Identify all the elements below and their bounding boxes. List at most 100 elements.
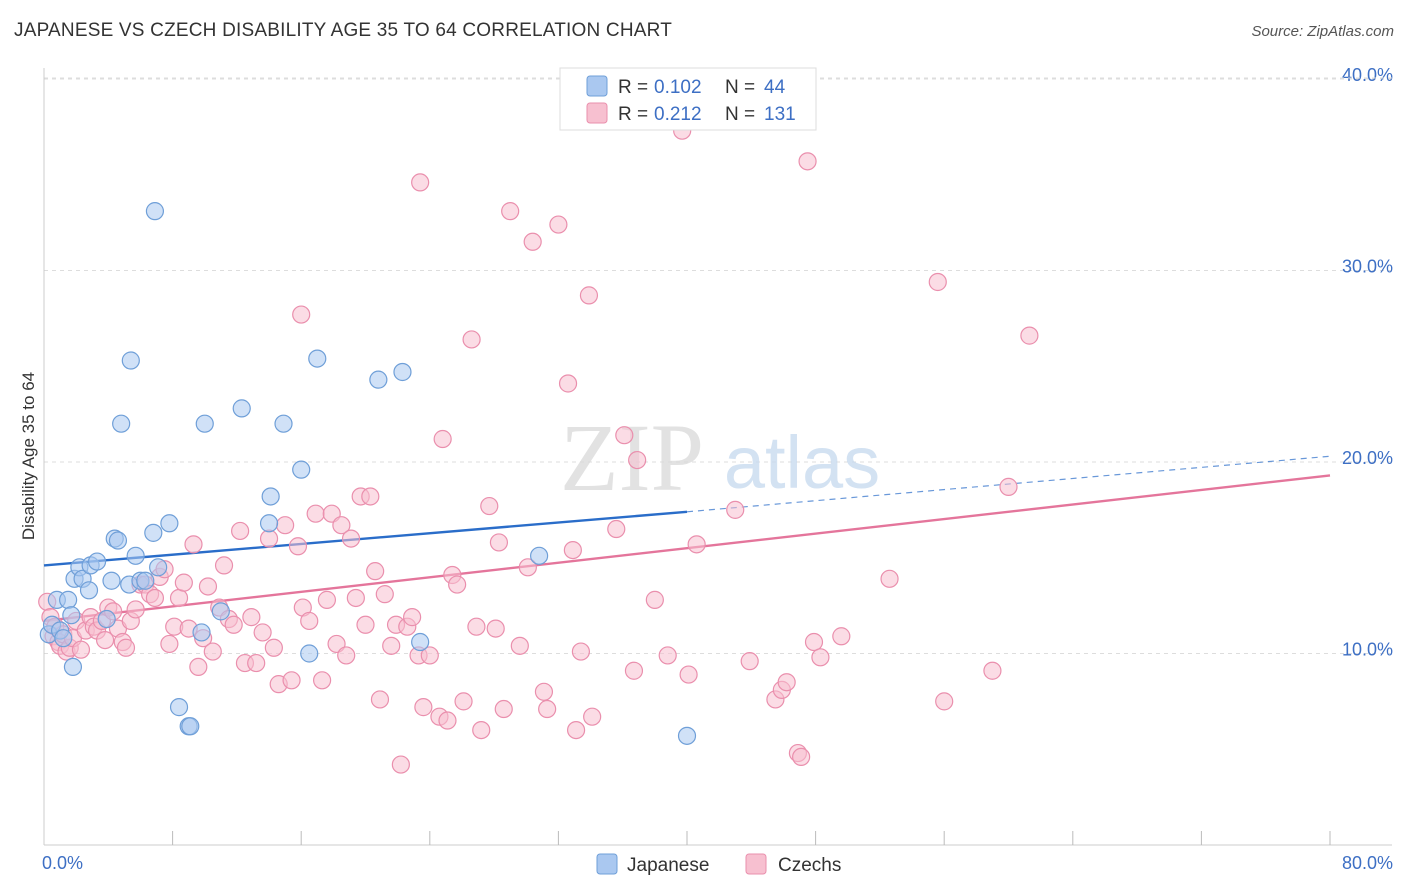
point-japanese-39 [300, 644, 319, 663]
point-japanese-13 [87, 552, 107, 571]
point-japanese-15 [102, 571, 121, 590]
point-czechs-69 [356, 615, 375, 634]
point-czechs-125 [792, 747, 811, 767]
legend-bottom: Japanese Czechs [596, 853, 841, 876]
point-czechs-116 [679, 665, 698, 684]
legend-r-label-czechs: R = [618, 104, 648, 125]
point-czechs-70 [361, 487, 380, 506]
legend-n-label-czechs: N = [725, 104, 755, 125]
point-japanese-18 [112, 414, 131, 433]
point-czechs-33 [169, 588, 189, 608]
chart-title: JAPANESE VS CZECH DISABILITY AGE 35 TO 6… [14, 20, 672, 41]
point-czechs-102 [549, 215, 568, 234]
point-czechs-107 [579, 286, 599, 305]
point-czechs-120 [740, 652, 759, 671]
legend-n-value-czechs: 131 [764, 104, 796, 125]
point-czechs-66 [341, 529, 361, 548]
point-czechs-105 [566, 720, 586, 740]
axis-layer [43, 68, 1392, 846]
point-czechs-100 [534, 682, 554, 701]
point-czechs-11 [71, 640, 91, 659]
point-czechs-130 [880, 569, 899, 588]
legend-swatch-czechs [586, 102, 608, 124]
point-japanese-24 [144, 523, 163, 542]
point-czechs-97 [510, 636, 529, 655]
point-czechs-135 [1020, 326, 1039, 345]
point-czechs-74 [382, 636, 401, 655]
point-czechs-73 [375, 585, 394, 604]
point-czechs-131 [935, 692, 954, 711]
point-czechs-45 [231, 521, 250, 541]
x-tick-label-min: 0.0% [42, 853, 83, 873]
point-japanese-38 [292, 460, 311, 479]
point-czechs-103 [558, 374, 578, 393]
point-japanese-11 [79, 581, 99, 600]
legend-n-value-japanese: 44 [764, 77, 786, 98]
point-czechs-92 [480, 496, 499, 516]
legend-bottom-label-czechs: Czechs [778, 855, 841, 876]
grid-layer: 10.0% 20.0% 30.0% 40.0% [44, 65, 1393, 660]
point-japanese-36 [261, 487, 280, 506]
trendline-czechs [43, 474, 1331, 623]
point-czechs-42 [214, 556, 234, 575]
point-japanese-20 [121, 351, 140, 370]
point-czechs-104 [563, 540, 582, 560]
legend-bottom-label-japanese: Japanese [627, 855, 709, 876]
point-japanese-26 [149, 558, 168, 577]
point-czechs-88 [454, 692, 473, 711]
point-japanese-27 [160, 514, 179, 533]
point-czechs-129 [832, 627, 851, 646]
point-czechs-111 [624, 661, 644, 680]
point-czechs-98 [518, 558, 537, 577]
point-czechs-109 [607, 519, 626, 539]
point-japanese-43 [411, 632, 430, 652]
point-japanese-5 [59, 590, 78, 609]
point-czechs-133 [983, 661, 1002, 680]
point-czechs-91 [472, 720, 491, 740]
point-czechs-89 [462, 330, 481, 349]
point-czechs-58 [292, 305, 311, 324]
point-japanese-4 [54, 629, 73, 648]
point-czechs-113 [645, 590, 664, 609]
point-czechs-34 [174, 573, 193, 592]
point-czechs-76 [391, 755, 410, 774]
point-japanese-7 [63, 657, 83, 677]
legend-r-label-japanese: R = [618, 77, 648, 98]
point-japanese-32 [195, 414, 214, 433]
point-japanese-28 [169, 698, 189, 717]
point-czechs-117 [687, 535, 706, 554]
y-tick-label-10: 10.0% [1342, 640, 1393, 660]
point-czechs-37 [189, 657, 208, 677]
point-czechs-53 [276, 516, 295, 535]
point-czechs-54 [282, 671, 301, 690]
point-czechs-94 [489, 533, 509, 552]
point-japanese-41 [369, 370, 388, 389]
point-japanese-45 [677, 726, 697, 745]
point-czechs-72 [370, 690, 390, 709]
point-czechs-78 [403, 608, 422, 627]
point-czechs-55 [288, 537, 308, 556]
point-japanese-23 [136, 571, 155, 590]
point-czechs-71 [366, 562, 385, 581]
point-czechs-96 [501, 202, 520, 221]
point-czechs-110 [615, 426, 634, 445]
trendline-japanese [43, 510, 688, 567]
point-czechs-132 [928, 272, 947, 292]
point-czechs-81 [420, 646, 439, 665]
point-czechs-108 [583, 707, 602, 726]
point-czechs-127 [804, 632, 824, 652]
point-japanese-40 [308, 349, 327, 368]
point-japanese-14 [97, 609, 116, 629]
point-czechs-95 [494, 699, 513, 719]
point-czechs-82 [411, 173, 430, 192]
legend-bottom-swatch-japanese [596, 853, 618, 875]
point-czechs-101 [538, 699, 557, 719]
point-japanese-25 [145, 202, 165, 221]
point-czechs-85 [438, 711, 457, 730]
point-japanese-6 [62, 606, 81, 625]
point-japanese-34 [232, 399, 251, 418]
point-czechs-51 [264, 638, 283, 657]
y-axis-label: Disability Age 35 to 64 [19, 372, 38, 540]
point-czechs-61 [317, 590, 337, 609]
